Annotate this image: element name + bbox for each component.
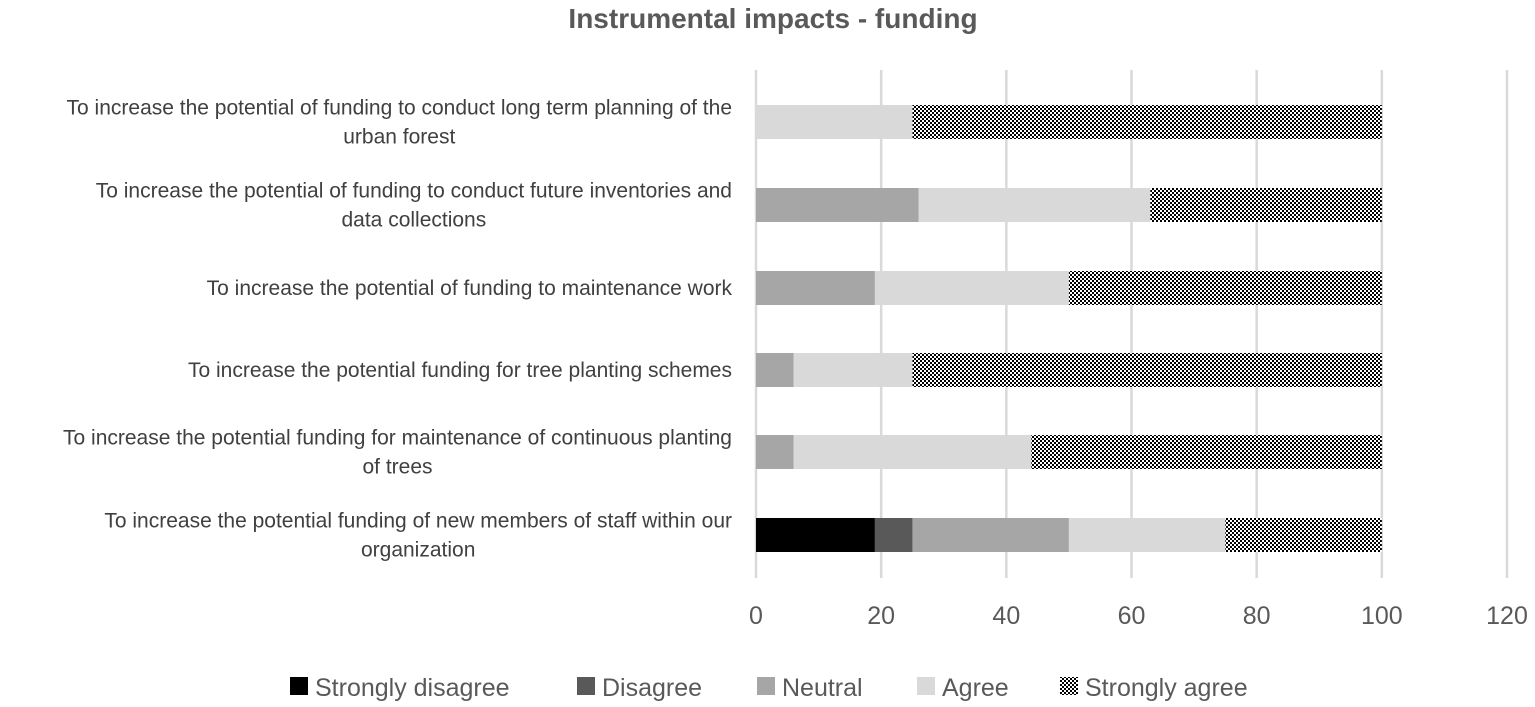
legend-label: Disagree [602, 674, 702, 702]
x-tick-label: 20 [867, 602, 895, 630]
x-axis-tick-labels: 0 20 40 60 80 100 120 [749, 602, 1528, 630]
category-label: To increase the potential of funding to … [96, 180, 732, 203]
x-tick-label: 40 [992, 602, 1020, 630]
bar-segment-strongly-agree [1068, 271, 1382, 305]
category-label: To increase the potential funding of new… [104, 510, 732, 533]
bar-segment-agree [793, 353, 913, 387]
legend-label: Neutral [782, 674, 863, 702]
legend-swatch-neutral [757, 677, 775, 695]
legend: Strongly disagree Disagree Neutral Agree Str… [290, 674, 1248, 702]
x-tick-label: 0 [749, 602, 763, 630]
x-tick-label: 120 [1486, 602, 1528, 630]
gridlines [754, 70, 1509, 578]
bar-segment-agree [874, 271, 1069, 305]
category-label: organization [361, 539, 475, 562]
legend-label: Strongly disagree [315, 674, 510, 702]
category-label: To increase the potential of funding to … [207, 277, 733, 300]
bar-segment-strongly-disagree [756, 518, 875, 552]
x-tick-label: 100 [1361, 602, 1403, 630]
legend-label: Agree [942, 674, 1009, 702]
x-tick-label: 80 [1243, 602, 1271, 630]
bar-segment-agree [918, 188, 1151, 222]
category-label: To increase the potential funding for ma… [63, 427, 732, 450]
bar-segment-strongly-agree [1150, 188, 1382, 222]
x-tick-label: 60 [1118, 602, 1146, 630]
bar-segment-neutral [756, 271, 875, 305]
bar-segment-neutral [912, 518, 1069, 552]
bar-segment-strongly-agree [912, 353, 1382, 387]
legend-swatch-strongly-disagree [290, 677, 308, 695]
bar-segment-strongly-agree [1031, 435, 1382, 469]
category-labels: To increase the potential of funding to … [63, 97, 732, 562]
bar-segment-neutral [756, 435, 794, 469]
legend-label: Strongly agree [1085, 674, 1248, 702]
chart-title: Instrumental impacts - funding [568, 3, 977, 34]
category-label: urban forest [343, 126, 455, 149]
category-label: To increase the potential of funding to … [67, 97, 732, 120]
bar-segment-strongly-agree [912, 105, 1382, 139]
category-label: To increase the potential funding for tr… [188, 359, 732, 382]
bars [756, 105, 1382, 552]
legend-swatch-disagree [577, 677, 595, 695]
category-label: of trees [362, 456, 432, 479]
bar-segment-neutral [756, 188, 919, 222]
bar-segment-agree [793, 435, 1032, 469]
legend-swatch-agree [917, 677, 935, 695]
bar-segment-agree [756, 105, 913, 139]
bar-segment-strongly-agree [1225, 518, 1382, 552]
legend-swatch-strongly-agree [1060, 677, 1078, 695]
bar-segment-neutral [756, 353, 794, 387]
bar-segment-disagree [874, 518, 913, 552]
category-label: data collections [341, 209, 486, 232]
bar-segment-agree [1068, 518, 1226, 552]
